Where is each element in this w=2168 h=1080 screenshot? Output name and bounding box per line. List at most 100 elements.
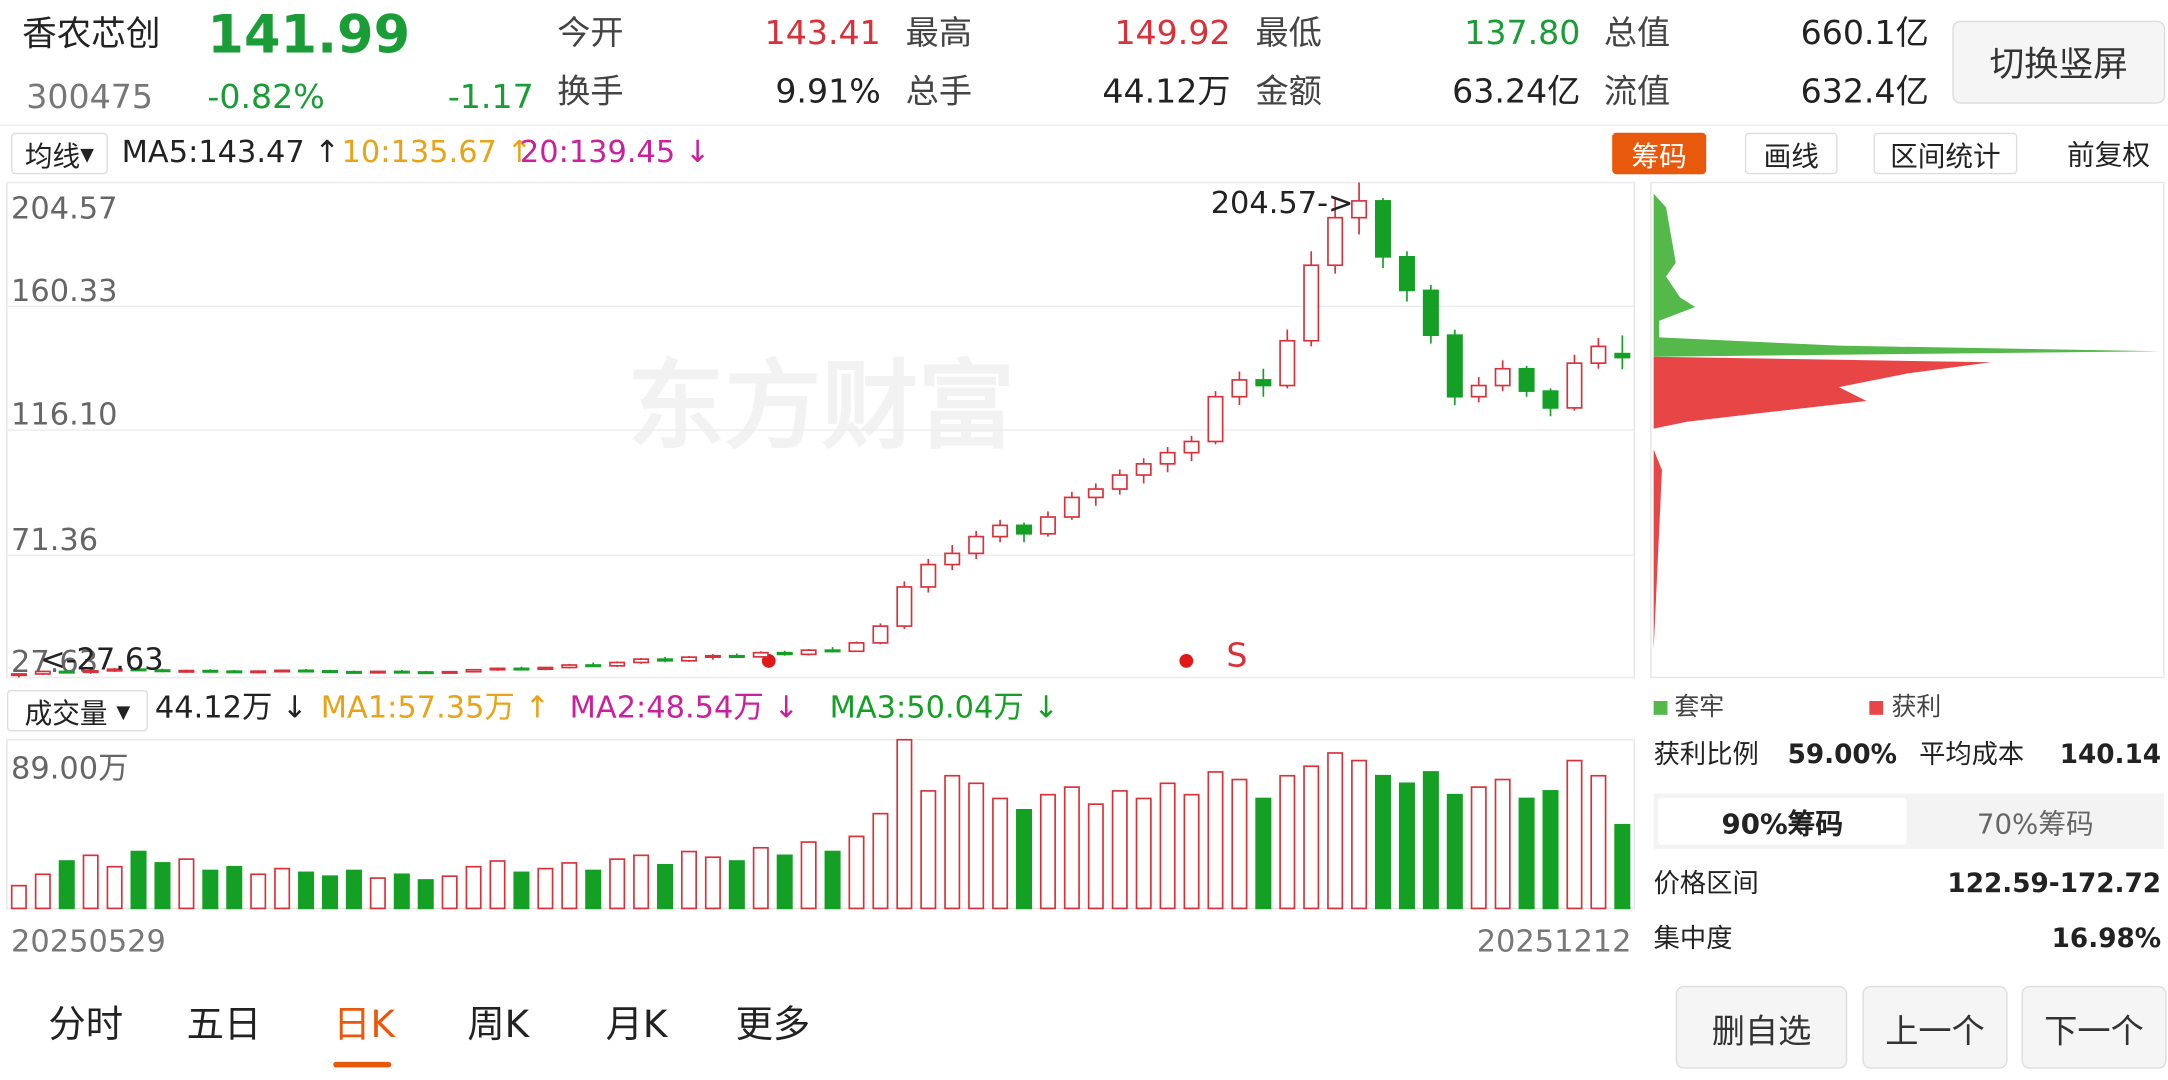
volume-bar <box>872 812 889 910</box>
chip-tab[interactable]: 70%筹码 <box>1976 806 2094 840</box>
legend-swatch <box>1869 701 1884 715</box>
stat-label: 金额 <box>1255 71 1322 111</box>
stat-label: 最低 <box>1255 13 1322 53</box>
volume-bar <box>274 867 291 910</box>
action-button[interactable]: 删自选 <box>1675 985 1848 1069</box>
volume-bar <box>130 850 147 910</box>
candle-body <box>1542 390 1559 409</box>
volume-bar <box>1494 778 1511 910</box>
chip-frame <box>1650 181 2165 679</box>
candle-body <box>1374 200 1392 258</box>
volume-menu-label: 成交量 <box>24 696 108 730</box>
candle-body <box>1279 339 1296 387</box>
candle-body <box>992 524 1009 538</box>
volume-bar <box>1518 797 1535 910</box>
candle-body <box>1087 488 1104 499</box>
stat-label: 换手 <box>557 71 624 111</box>
volume-bar <box>58 860 75 910</box>
candle-body <box>944 552 961 566</box>
volume-ma3: MA3:50.04万 ↓ <box>829 691 1059 726</box>
rotate-button[interactable]: 切换竖屏 <box>1952 20 2166 104</box>
tab[interactable]: 月K <box>605 1003 668 1047</box>
tab[interactable]: 周K <box>467 1003 530 1047</box>
candle-body <box>1518 367 1535 392</box>
volume-bar <box>537 867 554 910</box>
max-label: 204.57-> <box>1211 186 1354 221</box>
candle-body <box>489 667 506 671</box>
stat-value: 44.12万 <box>1102 71 1231 111</box>
y-tick-label: 89.00万 <box>11 752 128 787</box>
candle-body <box>1063 496 1080 518</box>
chip-tab[interactable]: 90%筹码 <box>1657 797 1907 845</box>
tab[interactable]: 日K <box>333 1003 396 1047</box>
stat-label: 总值 <box>1603 13 1671 53</box>
volume-bar <box>1614 823 1631 910</box>
action-button[interactable]: 下一个 <box>2021 985 2167 1069</box>
candle-body <box>680 656 697 662</box>
candle-body <box>1422 289 1439 336</box>
volume-bar <box>154 862 171 910</box>
volume-bar <box>1231 778 1248 910</box>
ma-menu-label: 均线 <box>24 138 81 173</box>
volume-bar <box>561 862 578 910</box>
volume-bar <box>417 879 434 910</box>
signal-dot <box>1179 653 1194 668</box>
stat-value: 63.24亿 <box>1452 71 1581 111</box>
tab[interactable]: 分时 <box>48 1003 124 1047</box>
signal-label: S <box>1226 635 1247 674</box>
tool-button[interactable]: 筹码 <box>1612 132 1707 175</box>
volume-bar <box>704 856 721 910</box>
chip-label: 价格区间 <box>1653 868 1759 899</box>
volume-bar <box>728 860 745 910</box>
volume-bar <box>896 738 913 910</box>
candle-body <box>513 667 530 671</box>
stat-label: 今开 <box>557 13 624 53</box>
action-button[interactable]: 上一个 <box>1862 985 2008 1069</box>
stat-value: 632.4亿 <box>1800 71 1929 111</box>
tool-button[interactable]: 画线 <box>1744 132 1838 175</box>
candle-body <box>872 625 889 644</box>
tab[interactable]: 更多 <box>735 1003 811 1047</box>
candle-body <box>776 651 793 656</box>
candle-body <box>202 669 219 673</box>
volume-bar <box>489 860 506 910</box>
candle-body <box>657 658 674 662</box>
volume-bar <box>1255 797 1272 910</box>
candle-body <box>82 670 99 674</box>
stock-code: 300475 <box>26 77 153 117</box>
stat-label: 最高 <box>905 13 973 53</box>
volume-bar <box>752 846 769 910</box>
volume-ma2: MA2:48.54万 ↓ <box>569 691 799 726</box>
volume-bar <box>1422 771 1439 910</box>
volume-bar <box>226 865 243 910</box>
stat-label: 总手 <box>905 71 973 111</box>
volume-bar <box>944 774 961 910</box>
volume-bar <box>1063 786 1080 910</box>
tool-button[interactable]: 前复权 <box>2053 132 2164 172</box>
legend-label: 获利 <box>1891 692 1942 722</box>
watermark: 东方财富 <box>628 350 1015 463</box>
volume-bar <box>1207 771 1224 910</box>
volume-menu[interactable]: 成交量 ▾ <box>6 689 148 732</box>
tool-button[interactable]: 区间统计 <box>1873 132 2018 175</box>
stat-value: 143.41 <box>764 13 881 53</box>
candle-body <box>968 535 985 555</box>
volume-bar <box>968 782 985 910</box>
candle-body <box>728 654 745 658</box>
candle-body <box>704 654 721 658</box>
volume-bar <box>345 869 362 910</box>
volume-bar <box>465 865 482 910</box>
candle-body <box>633 658 650 664</box>
volume-bar <box>633 854 650 910</box>
candle-body <box>1183 440 1200 454</box>
volume-bar <box>1303 765 1320 910</box>
tab[interactable]: 五日 <box>186 1003 262 1047</box>
volume-bar <box>1374 774 1392 910</box>
y-tick-label: 160.33 <box>11 274 117 309</box>
ma-menu[interactable]: 均线 ▾ <box>11 132 108 175</box>
chip-shape <box>1653 193 2160 357</box>
candle-body <box>250 670 267 674</box>
candle-body <box>609 661 626 667</box>
candle-body <box>34 670 51 675</box>
volume-bar <box>1111 790 1128 910</box>
